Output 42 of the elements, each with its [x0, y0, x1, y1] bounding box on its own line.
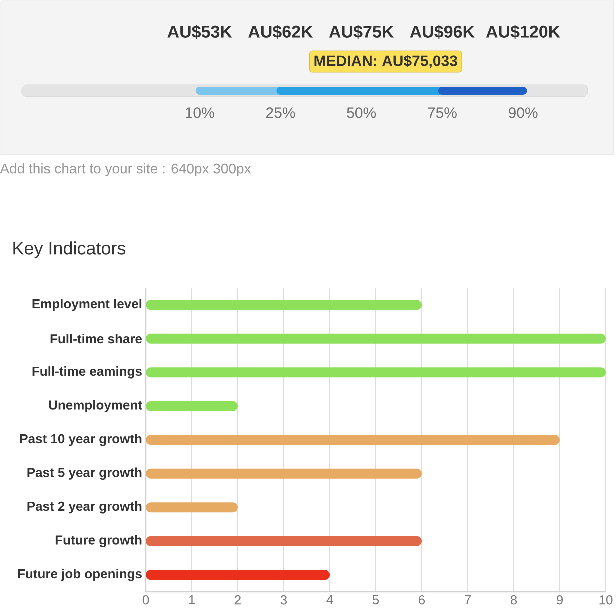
- text: AU$53K: [168, 25, 232, 40]
- x-tick-label: 3: [280, 596, 288, 605]
- y-tick-label: Future growth: [56, 535, 142, 548]
- x-tick-label: 0: [142, 596, 150, 605]
- chart-title: Key Indicators: [14, 242, 126, 258]
- bar: [146, 435, 560, 446]
- category-label: 25%: [266, 108, 296, 118]
- x-tick-label: 10: [600, 596, 613, 605]
- text: MEDIAN: AU$75,033: [314, 55, 458, 69]
- category-label: 50%: [347, 108, 376, 118]
- bar: [146, 368, 606, 378]
- x-tick-label: 6: [419, 596, 426, 605]
- text: AU$96K: [410, 25, 475, 40]
- y-tick-label: Employment level: [32, 299, 142, 312]
- bar: [146, 502, 238, 513]
- y-tick-label: Past 10 year growth: [20, 434, 142, 446]
- category-label: 10%: [186, 108, 214, 118]
- y-tick-label: Past 5 year growth: [28, 468, 142, 480]
- bar: [146, 536, 422, 546]
- x-tick-label: 7: [465, 596, 471, 604]
- bar: [146, 300, 422, 310]
- bar: [146, 334, 606, 344]
- y-tick-label: Future job openings: [18, 569, 142, 582]
- x-tick-label: 2: [235, 596, 241, 605]
- x-tick-label: 4: [326, 596, 334, 604]
- x-tick-label: 5: [372, 596, 380, 605]
- bar: [146, 570, 330, 580]
- x-tick-label: 8: [510, 596, 518, 605]
- category-label: 75%: [428, 108, 457, 118]
- y-tick-label: Past 2 year growth: [28, 502, 142, 514]
- category-label: 90%: [509, 108, 538, 118]
- text: Add this chart to your site : 640px 300px: [0, 163, 252, 177]
- text: AU$75K: [329, 25, 394, 40]
- bar: [146, 468, 422, 479]
- text: AU$120K: [486, 25, 560, 40]
- text: AU$62K: [248, 25, 314, 40]
- bar: [146, 401, 238, 412]
- y-tick-label: Full-time eamings: [32, 366, 142, 379]
- x-tick-label: 9: [556, 596, 563, 605]
- y-tick-label: Full-time share: [50, 334, 142, 344]
- x-tick-label: 1: [189, 596, 195, 604]
- y-tick-label: Unemployment: [49, 400, 142, 412]
